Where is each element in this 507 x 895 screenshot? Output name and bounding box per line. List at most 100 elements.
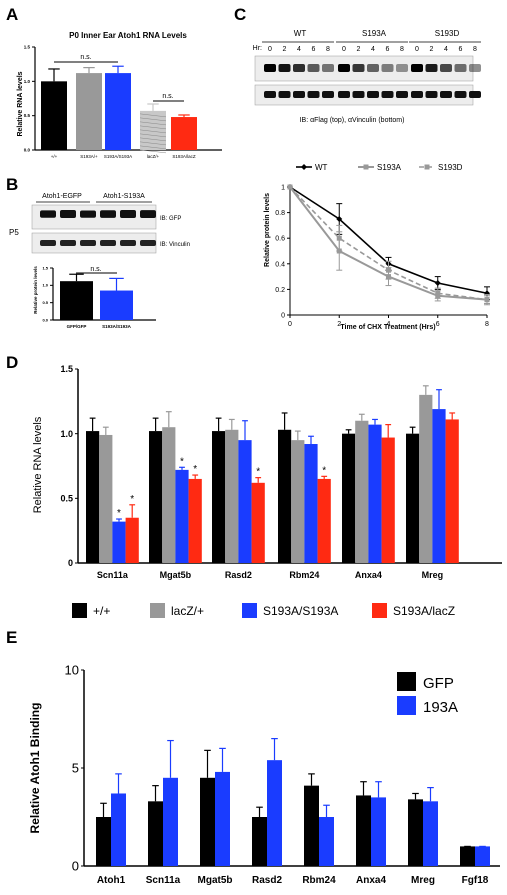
- panel-e-bar-4-0: [304, 785, 319, 866]
- panel-b-ytick-label-3: 1.5: [42, 265, 48, 270]
- blot-c-bands: [264, 64, 481, 98]
- panel-a-hatch-8: [139, 145, 167, 150]
- blot-c-time-1-3: 6: [386, 46, 390, 53]
- panel-e-category-6: Mreg: [411, 875, 435, 886]
- blot-c-hr-label: Hr:: [253, 45, 262, 52]
- panel-b-category-0: GFP/GFP: [67, 324, 87, 329]
- panel-label-b: B: [6, 175, 18, 194]
- blot-c-vinculin-band-0-2: [293, 91, 305, 98]
- blot-c-vinculin-band-0-4: [322, 91, 334, 98]
- panel-d-legend-swatch-3: [372, 603, 387, 618]
- panel-a-bar-2: [105, 73, 131, 150]
- panel-d-bar-1-0: [149, 431, 163, 563]
- panel-a-hatch-1: [139, 117, 167, 122]
- panel-d-bar-3-3: [317, 478, 331, 563]
- panel-e-bar-6-1: [423, 801, 438, 866]
- panel-d-bar-4-3: [381, 437, 395, 563]
- panel-e: Relative Atoh1 Binding 0 5 10 Atoh1 Scn11a Mg…: [28, 663, 500, 886]
- panel-d-legend-label-0: +/+: [93, 604, 110, 618]
- blot-c-vinculin-band-1-2: [367, 91, 379, 98]
- panel-d-bar-1-2: [175, 469, 189, 563]
- panel-e-ytick-label-1: 5: [72, 761, 79, 776]
- panel-d-category-1: Mgat5b: [160, 570, 192, 580]
- blot-c-vinculin-band-1-4: [396, 91, 408, 98]
- panel-a-hatch-2: [139, 121, 167, 126]
- panel-b-ns: n.s.: [90, 266, 101, 273]
- panel-c-legend-marker-2: [424, 164, 430, 170]
- panel-d-bar-2-3: [251, 482, 265, 563]
- blot-c-flag-band-1-1: [352, 64, 365, 72]
- panel-b-ytick-label-0: 0.0: [42, 317, 48, 322]
- blot-c-flag-band-1-2: [367, 64, 379, 72]
- panel-c-xtick-label-3: 6: [436, 321, 440, 328]
- panel-a-chart: P0 Inner Ear Atoh1 RNA Levels Relative R…: [17, 31, 222, 159]
- panel-d-bar-4-2: [368, 424, 382, 563]
- panel-b-bar-1: [100, 290, 133, 320]
- panel-d-bar-5-1: [419, 394, 433, 563]
- panel-a-ytick-label-1: 0.5: [24, 113, 31, 118]
- blot-c-time-2-1: 2: [430, 46, 434, 53]
- panel-d-bar-4-1: [355, 420, 369, 563]
- panel-a-category-4: S193A/lacZ: [172, 154, 196, 159]
- panel-label-d: D: [6, 353, 18, 372]
- panel-e-legend-swatch-0: [397, 672, 416, 691]
- panel-label-e: E: [6, 628, 17, 647]
- blot-b-gfp-band-2: [80, 210, 96, 218]
- panel-e-bar-1-0: [148, 801, 163, 866]
- panel-e-bar-7-0: [460, 846, 475, 866]
- blot-c-time-0-2: 4: [297, 46, 301, 53]
- panel-a-hatch-5: [139, 133, 167, 138]
- panel-e-bar-5-0: [356, 795, 371, 866]
- panel-d-legend-swatch-2: [242, 603, 257, 618]
- panel-a-hatch-6: [139, 137, 167, 142]
- panel-c: Hr: WT 0 2 4 6 8 S193A 0 2 4 6 8 S193D 0 2 4 6 8 IB: αFla…: [253, 29, 490, 331]
- panel-e-legend-label-0: GFP: [423, 675, 454, 692]
- panel-c-ylabel: Relative protein levels: [264, 193, 271, 267]
- panel-d-bar-0-2: [112, 521, 126, 563]
- panel-d-bar-3-1: [291, 440, 305, 563]
- blot-c-flag-band-2-4: [469, 64, 481, 72]
- blot-c-time-2-0: 0: [415, 46, 419, 53]
- panel-e-bar-1-1: [163, 777, 178, 866]
- panel-d-bar-2-1: [225, 429, 239, 563]
- panel-e-ylabel: Relative Atoh1 Binding: [28, 703, 42, 834]
- panel-label-c: C: [234, 5, 246, 24]
- panel-b-bar-0: [60, 281, 93, 320]
- panel-c-ytick-label-1: 0.2: [275, 287, 285, 294]
- panel-c-point-0-1: [336, 216, 343, 222]
- blot-c-vinculin-band-1-1: [352, 91, 365, 98]
- panel-d-star-0: *: [117, 508, 121, 519]
- panel-d: Relative RNA levels 0 0.5 1.0 1.5 Scn11a Mgat…: [32, 364, 502, 618]
- panel-d-bar-3-2: [304, 444, 318, 563]
- panel-label-a: A: [6, 5, 18, 24]
- blot-b-gfp-band-3: [100, 210, 116, 218]
- blot-c-time-2-4: 8: [473, 46, 477, 53]
- panel-d-star-2: *: [180, 456, 184, 467]
- blot-c-caption: IB: αFlag (top), αVinculin (bottom): [300, 117, 405, 124]
- blot-b-group-2: Atoh1-S193A: [103, 193, 145, 200]
- panel-a-bar-1: [76, 73, 102, 150]
- panel-e-bar-6-0: [408, 799, 423, 866]
- panel-d-ytick-label-0: 0: [68, 558, 73, 568]
- panel-a-hatch-3: [139, 125, 167, 130]
- blot-c-time-0-3: 6: [312, 46, 316, 53]
- panel-d-bar-5-2: [432, 409, 446, 563]
- blot-b-gfp-band-1: [60, 210, 76, 218]
- panel-e-category-7: Fgf18: [462, 875, 489, 886]
- panel-c-point-2-1: [336, 235, 342, 241]
- panel-d-category-0: Scn11a: [97, 570, 129, 580]
- panel-a-ylabel: Relative RNA levels: [17, 71, 24, 136]
- panel-e-category-4: Rbm24: [302, 875, 336, 886]
- panel-c-legend-label-2: S193D: [438, 163, 463, 172]
- panel-d-bar-2-2: [238, 440, 252, 563]
- panel-e-bar-7-1: [475, 846, 490, 866]
- blot-b-gfp-band-5: [140, 210, 156, 218]
- panel-b-category-1: S193A/S193A: [102, 324, 132, 329]
- blot-b-gfp-band-4: [120, 210, 136, 218]
- panel-c-xtick-label-1: 2: [337, 321, 341, 328]
- blot-c-header: WT 0 2 4 6 8 S193A 0 2 4 6 8 S193D 0 2 4 6 8: [262, 29, 481, 53]
- panel-e-category-5: Anxa4: [356, 875, 386, 886]
- blot-c-vinculin-band-0-1: [278, 91, 291, 98]
- panel-a-ytick-label-3: 1.5: [24, 45, 31, 50]
